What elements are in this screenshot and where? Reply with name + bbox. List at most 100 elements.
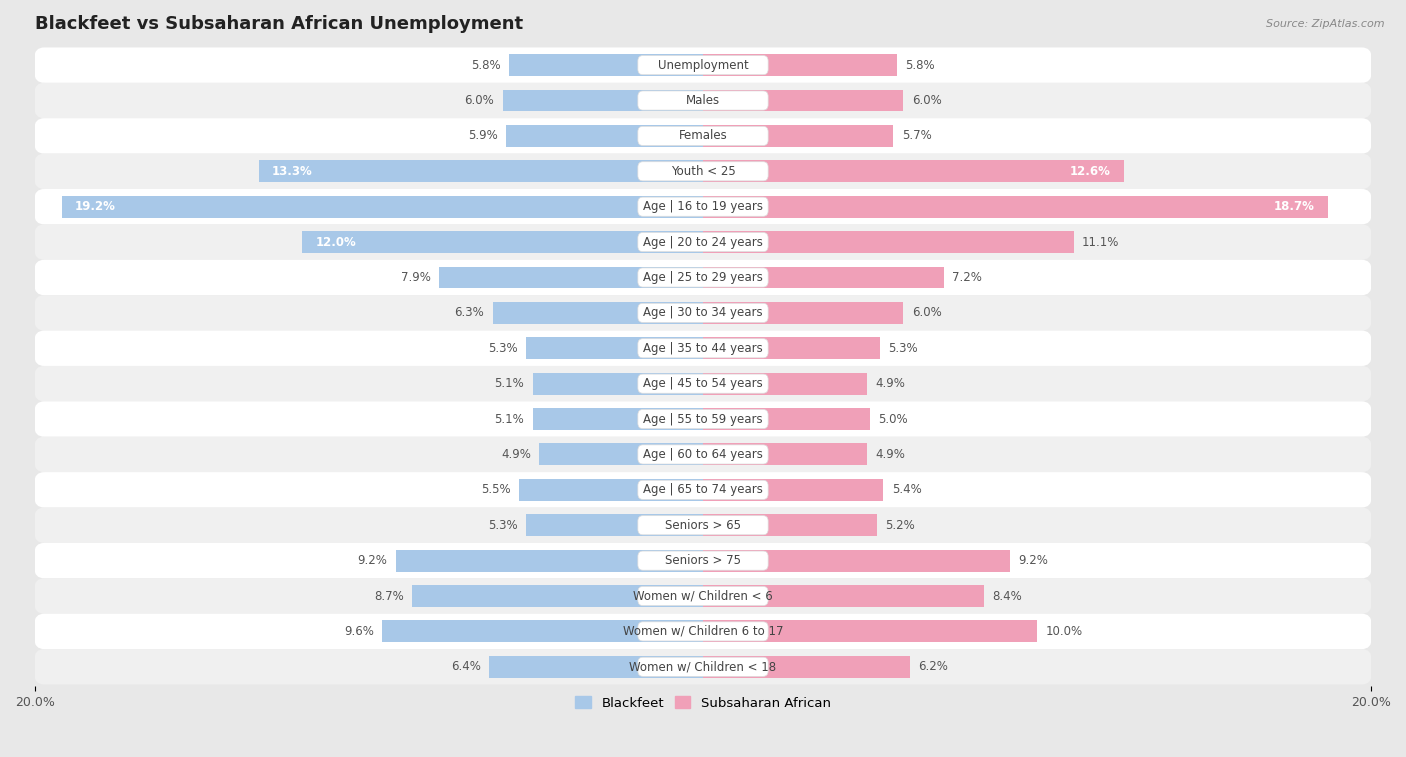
Bar [439, 266, 703, 288]
FancyBboxPatch shape [34, 366, 1372, 401]
Text: Women w/ Children < 18: Women w/ Children < 18 [630, 660, 776, 673]
Text: 5.7%: 5.7% [901, 129, 932, 142]
Text: 5.8%: 5.8% [471, 58, 501, 72]
Text: 9.2%: 9.2% [1019, 554, 1049, 567]
FancyBboxPatch shape [638, 551, 768, 570]
Bar [703, 266, 943, 288]
Text: Source: ZipAtlas.com: Source: ZipAtlas.com [1267, 19, 1385, 29]
FancyBboxPatch shape [34, 649, 1372, 684]
Bar [509, 55, 703, 76]
Text: Age | 16 to 19 years: Age | 16 to 19 years [643, 200, 763, 213]
Text: Age | 20 to 24 years: Age | 20 to 24 years [643, 235, 763, 248]
Text: 5.9%: 5.9% [468, 129, 498, 142]
Text: Males: Males [686, 94, 720, 107]
Bar [533, 408, 703, 430]
Text: 6.0%: 6.0% [911, 307, 942, 319]
Bar [703, 338, 880, 360]
Text: 10.0%: 10.0% [1046, 625, 1083, 638]
Text: 18.7%: 18.7% [1274, 200, 1315, 213]
Text: 5.4%: 5.4% [891, 483, 921, 497]
FancyBboxPatch shape [638, 657, 768, 676]
Text: 6.3%: 6.3% [454, 307, 484, 319]
Text: 6.0%: 6.0% [911, 94, 942, 107]
FancyBboxPatch shape [638, 480, 768, 500]
FancyBboxPatch shape [34, 507, 1372, 543]
Text: 6.2%: 6.2% [918, 660, 948, 673]
FancyBboxPatch shape [34, 48, 1372, 83]
Bar [540, 444, 703, 466]
FancyBboxPatch shape [638, 126, 768, 145]
FancyBboxPatch shape [34, 154, 1372, 189]
FancyBboxPatch shape [34, 189, 1372, 224]
FancyBboxPatch shape [34, 614, 1372, 649]
Text: 11.1%: 11.1% [1083, 235, 1119, 248]
Bar [703, 514, 877, 536]
Bar [526, 514, 703, 536]
Bar [703, 89, 904, 111]
FancyBboxPatch shape [638, 268, 768, 287]
FancyBboxPatch shape [638, 445, 768, 464]
FancyBboxPatch shape [638, 374, 768, 393]
FancyBboxPatch shape [34, 543, 1372, 578]
FancyBboxPatch shape [34, 295, 1372, 331]
FancyBboxPatch shape [34, 437, 1372, 472]
Text: Age | 60 to 64 years: Age | 60 to 64 years [643, 448, 763, 461]
Text: 19.2%: 19.2% [75, 200, 115, 213]
Bar [703, 408, 870, 430]
Text: Females: Females [679, 129, 727, 142]
Bar [703, 656, 910, 678]
FancyBboxPatch shape [638, 232, 768, 251]
Text: 8.4%: 8.4% [993, 590, 1022, 603]
Text: Seniors > 65: Seniors > 65 [665, 519, 741, 531]
Bar [506, 125, 703, 147]
FancyBboxPatch shape [34, 401, 1372, 437]
Bar [519, 479, 703, 501]
Text: Blackfeet vs Subsaharan African Unemployment: Blackfeet vs Subsaharan African Unemploy… [35, 15, 523, 33]
Bar [703, 444, 866, 466]
Bar [382, 621, 703, 643]
Bar [703, 231, 1074, 253]
FancyBboxPatch shape [34, 260, 1372, 295]
FancyBboxPatch shape [638, 338, 768, 358]
Text: 5.1%: 5.1% [495, 377, 524, 390]
FancyBboxPatch shape [34, 118, 1372, 154]
Text: 5.3%: 5.3% [889, 341, 918, 355]
Bar [703, 621, 1038, 643]
Text: 6.4%: 6.4% [451, 660, 481, 673]
Text: Age | 65 to 74 years: Age | 65 to 74 years [643, 483, 763, 497]
FancyBboxPatch shape [34, 224, 1372, 260]
Text: 9.2%: 9.2% [357, 554, 387, 567]
Text: 5.8%: 5.8% [905, 58, 935, 72]
FancyBboxPatch shape [34, 331, 1372, 366]
Bar [703, 125, 893, 147]
Text: 9.6%: 9.6% [344, 625, 374, 638]
Text: 5.3%: 5.3% [488, 519, 517, 531]
FancyBboxPatch shape [34, 83, 1372, 118]
Text: 5.3%: 5.3% [488, 341, 517, 355]
Bar [489, 656, 703, 678]
Text: Women w/ Children < 6: Women w/ Children < 6 [633, 590, 773, 603]
Text: 5.1%: 5.1% [495, 413, 524, 425]
Bar [259, 160, 703, 182]
Text: Seniors > 75: Seniors > 75 [665, 554, 741, 567]
Bar [302, 231, 703, 253]
FancyBboxPatch shape [638, 162, 768, 181]
Text: 13.3%: 13.3% [273, 165, 314, 178]
Text: 7.9%: 7.9% [401, 271, 430, 284]
Bar [502, 89, 703, 111]
FancyBboxPatch shape [638, 55, 768, 75]
Text: 6.0%: 6.0% [464, 94, 495, 107]
Text: 5.0%: 5.0% [879, 413, 908, 425]
Text: Youth < 25: Youth < 25 [671, 165, 735, 178]
Text: 4.9%: 4.9% [875, 377, 905, 390]
FancyBboxPatch shape [638, 516, 768, 534]
Legend: Blackfeet, Subsaharan African: Blackfeet, Subsaharan African [569, 691, 837, 715]
FancyBboxPatch shape [638, 304, 768, 322]
Bar [533, 372, 703, 394]
Bar [412, 585, 703, 607]
FancyBboxPatch shape [638, 621, 768, 641]
Bar [703, 550, 1011, 572]
Bar [526, 338, 703, 360]
Text: 4.9%: 4.9% [501, 448, 531, 461]
Text: Age | 55 to 59 years: Age | 55 to 59 years [643, 413, 763, 425]
